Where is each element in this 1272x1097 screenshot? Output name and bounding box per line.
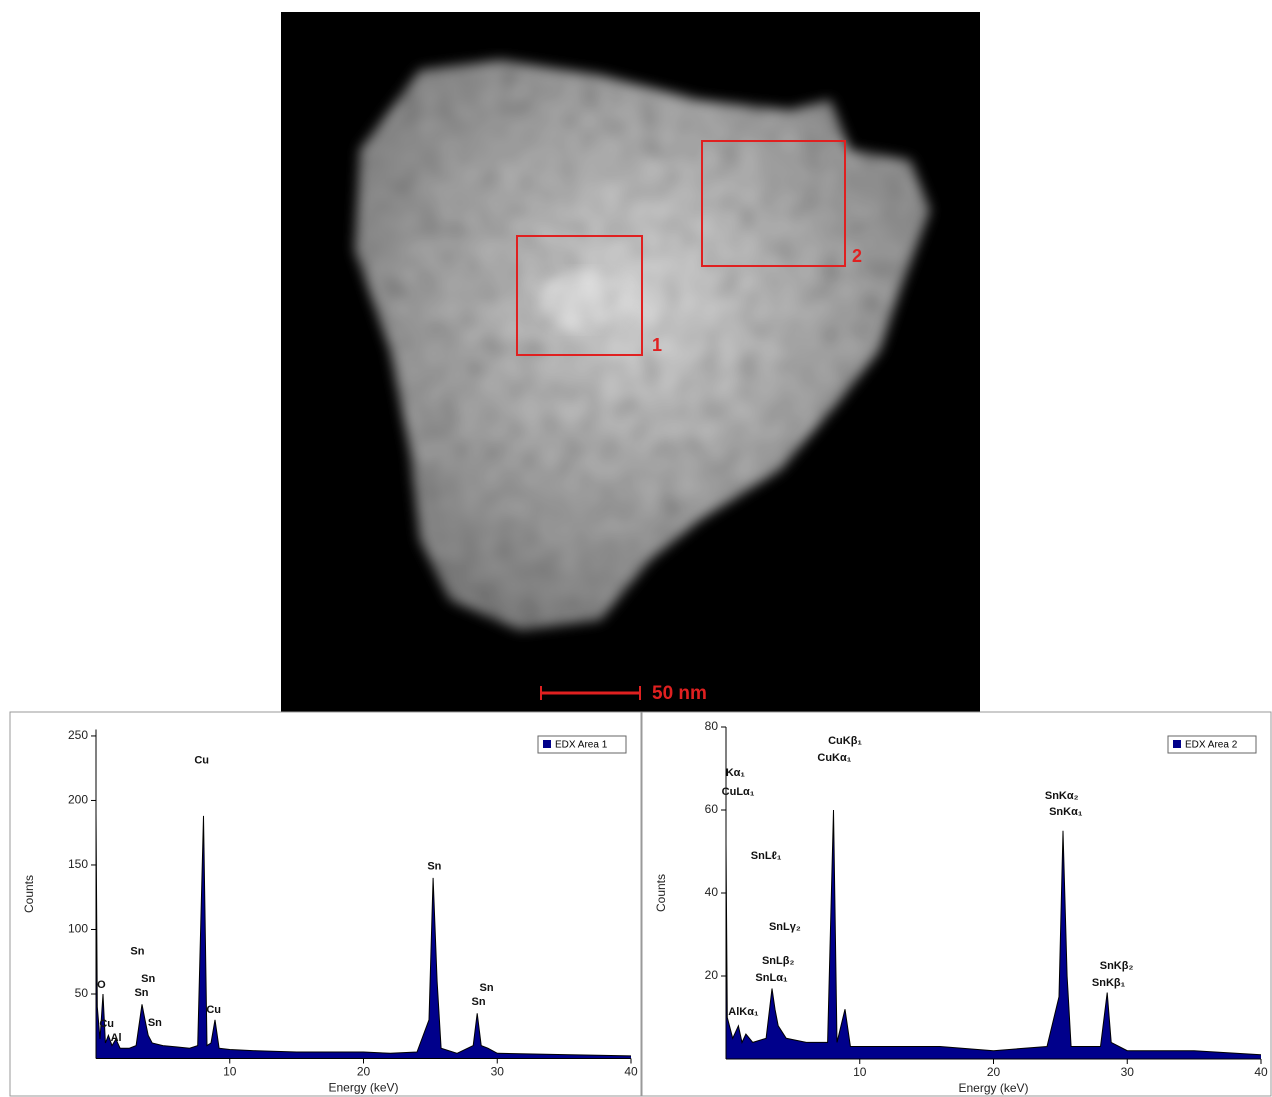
bright-spot [540,270,630,330]
y-tick-label: 250 [68,728,88,742]
peak-label: SnLβ₂ [762,955,794,967]
peak-label: O [97,979,106,991]
region-box [701,140,846,267]
region-label: 2 [852,246,862,266]
peak-label: Sn [480,982,494,994]
legend-swatch [1173,740,1181,748]
peak-label: AlKα₁ [728,1006,759,1018]
peak-label: SnKβ₁ [1092,977,1126,989]
y-axis-label: Counts [22,875,36,913]
peak-label: CuKα₁ [817,752,851,764]
peak-label: Cu [206,1004,221,1016]
peak-label: Sn [427,861,441,873]
peak-label: SnLα₁ [755,972,788,984]
peak-label: Sn [134,987,148,999]
panel [641,711,1272,1097]
y-tick-label: 80 [705,719,719,733]
x-tick-label: 40 [1254,1065,1268,1079]
area-line [95,813,632,1057]
peak-label: Sn [130,945,144,957]
region-box [516,235,643,356]
peak-label: SnKβ₂ [1100,960,1134,972]
y-tick-label: 50 [75,986,89,1000]
peak-label: SnLℓ₁ [751,850,782,862]
legend-box [537,735,627,754]
x-axis-label: Energy (keV) [328,1081,398,1095]
legend-label: EDX Area 1 [555,740,608,751]
y-tick-label: 200 [68,793,88,807]
scale-bar-label: 50 nm [652,683,707,704]
area-fill [96,813,631,1059]
peak-label: Sn [471,996,485,1008]
peak-label: Cu [194,754,209,766]
y-tick-label: 40 [705,885,719,899]
x-tick-label: 40 [624,1065,638,1079]
y-tick-label: 60 [705,802,719,816]
peak-label: SnKα₂ [1045,790,1079,802]
peak-label: SnLγ₂ [769,921,801,933]
area-line [725,809,1262,1056]
peak-label: Sn [141,973,155,985]
peak-label: Cu [99,1018,114,1030]
y-tick-label: 150 [68,857,88,871]
peak-label: Kα₁ [726,767,746,779]
area-fill [726,810,1261,1059]
panel [9,711,642,1097]
y-tick-label: 100 [68,922,88,936]
x-axis-label: Energy (keV) [958,1081,1028,1095]
x-tick-label: 30 [1121,1065,1135,1079]
peak-label: CuKβ₁ [828,735,862,747]
x-tick-label: 10 [853,1065,867,1079]
peak-label: SnKα₁ [1049,806,1083,818]
y-tick-label: 20 [705,968,719,982]
legend-swatch [543,740,551,748]
legend-label: EDX Area 2 [1185,740,1238,751]
legend-box [1167,735,1257,754]
x-tick-label: 20 [987,1065,1001,1079]
peak-label: CuLα₁ [722,786,755,798]
region-label: 1 [652,335,662,355]
y-axis-label: Counts [654,874,668,912]
x-tick-label: 10 [223,1065,237,1079]
x-tick-label: 30 [491,1065,505,1079]
peak-label: Sn [148,1017,162,1029]
x-tick-label: 20 [357,1065,371,1079]
peak-label: Al [111,1032,122,1044]
